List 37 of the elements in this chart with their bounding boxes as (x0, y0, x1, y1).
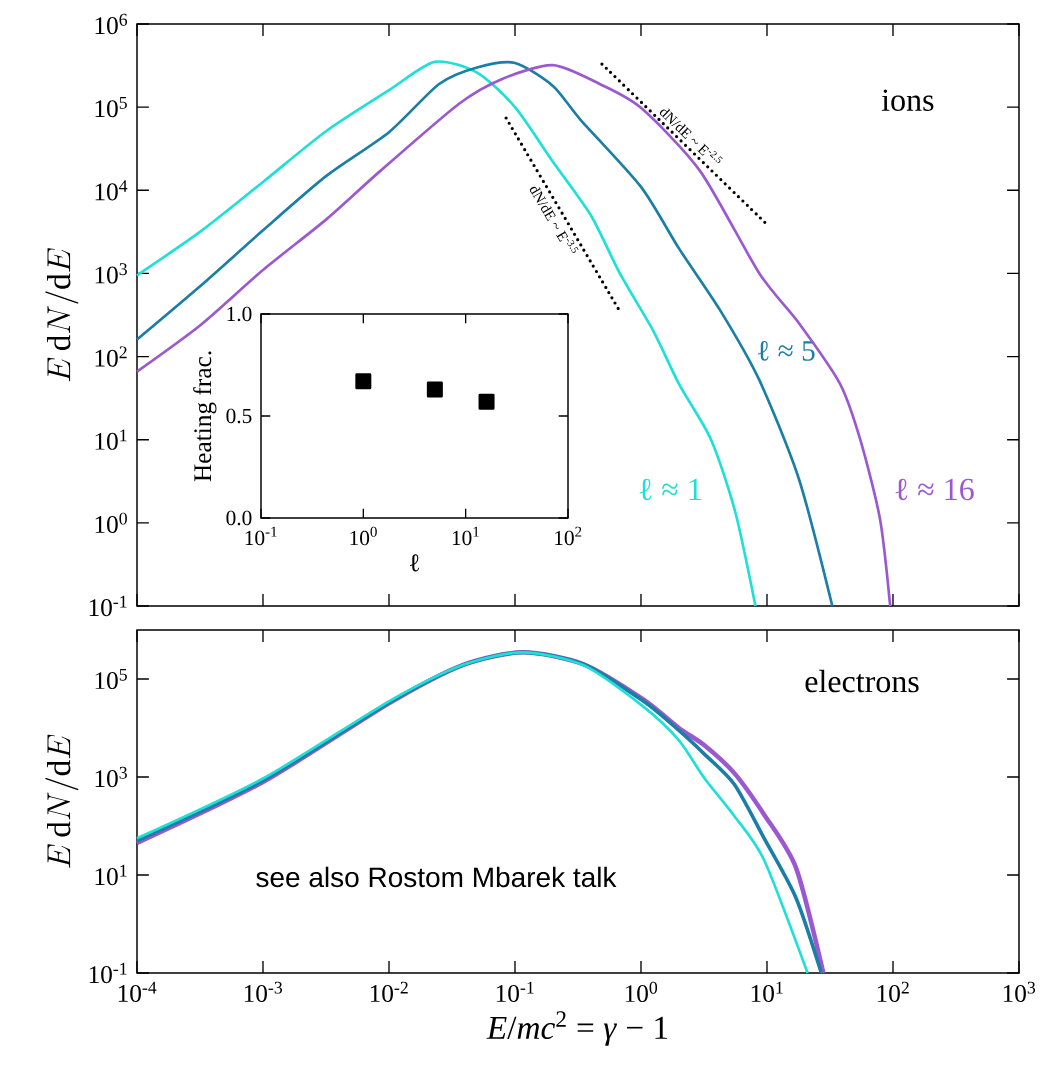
y-axis-title: $E\,\mathrm{d}N/\mathrm{d}E$ (45, 734, 79, 868)
y-tick-label: 0.0 (226, 510, 252, 526)
y-axis-title: Heating frac. (193, 351, 217, 482)
x-axis-title: E/mc$^{2}$ = γ − 1 (486, 1011, 668, 1046)
series-label: ℓ ≈ 16 (895, 478, 974, 501)
annotation: electrons (805, 669, 919, 693)
x-tick-label: 10$^{0}$ (350, 526, 377, 546)
x-tick-label: 10$^{-1}$ (245, 526, 277, 546)
y-tick-label: 10$^{1}$ (95, 429, 127, 450)
x-tick-label: 10$^{3}$ (1003, 981, 1036, 1003)
x-tick-label: 10$^{2}$ (555, 526, 582, 546)
y-tick-label: 10$^{5}$ (95, 668, 127, 690)
y-tick-label: 10$^{-1}$ (89, 595, 127, 617)
y-tick-label: 10$^{-1}$ (89, 962, 127, 984)
y-tick-label: 10$^{3}$ (95, 263, 127, 284)
y-tick-label: 10$^{5}$ (95, 97, 127, 118)
y-tick-label: 10$^{3}$ (95, 766, 127, 788)
x-tick-label: 10$^{-3}$ (244, 981, 283, 1003)
x-tick-label: 10$^{-1}$ (496, 981, 534, 1003)
x-tick-label: 10$^{1}$ (452, 526, 479, 546)
annotation: see also Rostom Mbarek talk (256, 866, 617, 888)
annotation: ions (881, 89, 934, 111)
y-tick-label: 10$^{2}$ (95, 346, 127, 367)
y-tick-label: 10$^{1}$ (95, 864, 127, 886)
x-tick-label: 10$^{-4}$ (118, 981, 157, 1002)
y-tick-label: 1.0 (227, 306, 252, 322)
y-axis-title: $E\,\mathrm{d}N/\mathrm{d}E$ (45, 248, 79, 382)
series-label: ℓ ≈ 1 (639, 478, 701, 501)
x-axis-title: ℓ (409, 554, 420, 572)
x-tick-label: 10$^{2}$ (877, 981, 909, 1003)
series-label: ℓ ≈ 5 (758, 340, 815, 361)
x-tick-label: 10$^{-2}$ (370, 981, 408, 1003)
x-tick-label: 10$^{0}$ (625, 981, 658, 1003)
y-tick-label: 10$^{6}$ (95, 13, 128, 35)
x-tick-label: 10$^{1}$ (751, 981, 783, 1003)
y-tick-label: 10$^{4}$ (95, 180, 128, 201)
y-tick-label: 0.5 (226, 408, 252, 424)
